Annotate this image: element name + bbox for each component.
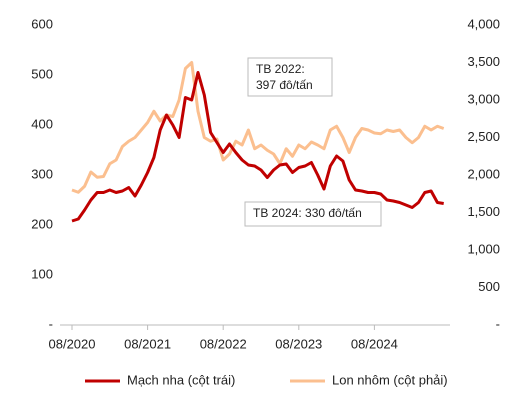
y2-tick-label: - bbox=[496, 316, 500, 331]
y-tick-label: 600 bbox=[31, 16, 53, 31]
y-tick-label: 500 bbox=[31, 66, 53, 81]
y-tick-label: 200 bbox=[31, 216, 53, 231]
x-tick-label: 08/2024 bbox=[351, 336, 398, 351]
y2-tick-label: 2,500 bbox=[467, 129, 500, 144]
y-tick-label: 300 bbox=[31, 166, 53, 181]
annotation-text: TB 2022: bbox=[256, 62, 305, 76]
y2-tick-label: 500 bbox=[478, 279, 500, 294]
y2-tick-label: 3,500 bbox=[467, 54, 500, 69]
y2-tick-label: 1,000 bbox=[467, 241, 500, 256]
y2-tick-label: 4,000 bbox=[467, 16, 500, 31]
y-tick-label: 400 bbox=[31, 116, 53, 131]
series-line bbox=[71, 61, 445, 194]
annotation-text: TB 2024: 330 đô/tấn bbox=[253, 206, 362, 220]
annotation-text: 397 đô/tấn bbox=[256, 78, 313, 92]
legend-label: Lon nhôm (cột phải) bbox=[332, 372, 448, 387]
y-tick-label: - bbox=[49, 316, 53, 331]
series-line bbox=[71, 71, 444, 223]
y2-tick-label: 3,000 bbox=[467, 91, 500, 106]
x-tick-label: 08/2022 bbox=[200, 336, 247, 351]
x-tick-label: 08/2020 bbox=[49, 336, 96, 351]
annotation-box bbox=[247, 57, 333, 97]
y2-tick-label: 2,000 bbox=[467, 166, 500, 181]
legend-label: Mạch nha (cột trái) bbox=[127, 372, 235, 387]
x-tick-label: 08/2023 bbox=[275, 336, 322, 351]
x-tick-label: 08/2021 bbox=[124, 336, 171, 351]
y-tick-label: 100 bbox=[31, 266, 53, 281]
y2-tick-label: 1,500 bbox=[467, 204, 500, 219]
annotation-box bbox=[244, 201, 382, 227]
